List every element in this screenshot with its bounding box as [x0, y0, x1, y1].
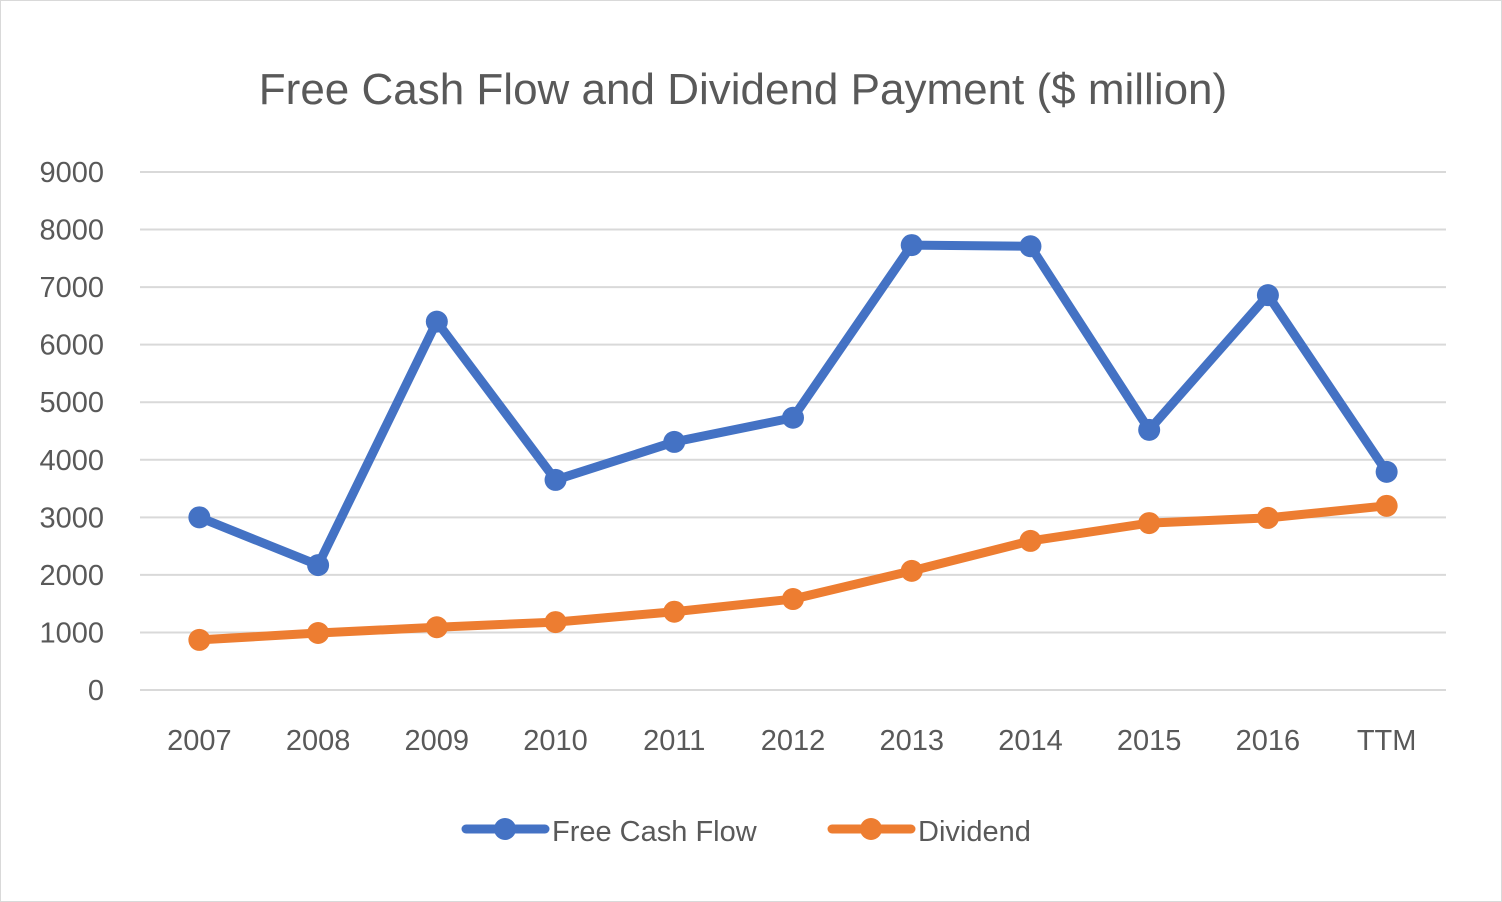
y-tick-label: 4000 — [39, 445, 104, 477]
data-series — [188, 234, 1398, 651]
data-point-marker[interactable] — [900, 559, 923, 582]
data-point-marker[interactable] — [782, 406, 804, 429]
data-point-marker[interactable] — [1375, 494, 1398, 517]
data-point-marker[interactable] — [1375, 460, 1398, 483]
data-point-marker[interactable] — [544, 611, 567, 634]
data-point-marker[interactable] — [663, 600, 686, 623]
data-point-marker[interactable] — [1138, 418, 1161, 441]
y-tick-label: 2000 — [39, 560, 104, 592]
data-point-marker[interactable] — [307, 622, 330, 645]
y-tick-label: 9000 — [39, 157, 104, 189]
x-tick-label: 2014 — [998, 725, 1063, 757]
legend-marker-icon — [860, 818, 882, 840]
y-tick-label: 5000 — [39, 387, 104, 419]
data-point-marker[interactable] — [1138, 512, 1161, 535]
data-point-marker[interactable] — [1256, 506, 1279, 529]
data-point-marker[interactable] — [544, 468, 567, 491]
legend-item-dividend[interactable]: Dividend — [827, 816, 1031, 848]
data-point-marker[interactable] — [425, 616, 448, 639]
data-point-marker[interactable] — [1256, 284, 1279, 307]
x-tick-label: 2010 — [523, 725, 588, 757]
series-dividend — [188, 494, 1398, 651]
y-tick-label: 1000 — [39, 617, 104, 649]
y-axis-labels: 0 1000 2000 3000 4000 5000 6000 7000 8000 9000 — [39, 157, 104, 707]
data-point-marker[interactable] — [425, 310, 448, 333]
legend-marker-icon — [494, 818, 516, 840]
legend: Free Cash Flow Dividend — [461, 816, 1031, 848]
data-point-marker[interactable] — [188, 628, 211, 651]
chart-title: Free Cash Flow and Dividend Payment ($ m… — [259, 65, 1227, 114]
y-tick-label: 7000 — [39, 272, 104, 304]
x-tick-label: 2011 — [643, 725, 705, 757]
legend-label: Free Cash Flow — [552, 816, 758, 848]
x-tick-label: 2015 — [1117, 725, 1182, 757]
data-point-marker[interactable] — [188, 506, 211, 529]
y-tick-label: 8000 — [39, 215, 104, 247]
data-point-marker[interactable] — [663, 430, 686, 453]
x-tick-label: 2012 — [761, 725, 826, 757]
x-tick-label: 2008 — [286, 725, 351, 757]
x-tick-label: 2009 — [405, 725, 470, 757]
gridlines — [140, 171, 1446, 691]
series-free-cash-flow — [188, 234, 1398, 577]
legend-label: Dividend — [918, 816, 1031, 848]
data-point-marker[interactable] — [1019, 235, 1042, 258]
data-point-marker[interactable] — [782, 588, 804, 611]
data-point-marker[interactable] — [307, 554, 330, 577]
x-axis-labels: 2007 2008 2009 2010 2011 2012 2013 2014 2015 2016… — [167, 725, 1416, 757]
y-tick-label: 3000 — [39, 502, 104, 534]
data-point-marker[interactable] — [900, 234, 923, 257]
x-tick-label: 2013 — [879, 725, 944, 757]
y-tick-label: 0 — [88, 675, 104, 707]
series-line — [194, 501, 1392, 645]
data-point-marker[interactable] — [1019, 529, 1042, 552]
x-tick-label: 2016 — [1236, 725, 1301, 757]
x-tick-label: 2007 — [167, 725, 232, 757]
x-tick-label: TTM — [1357, 725, 1417, 757]
legend-item-free-cash-flow[interactable]: Free Cash Flow — [461, 816, 758, 848]
y-tick-label: 6000 — [39, 330, 104, 362]
